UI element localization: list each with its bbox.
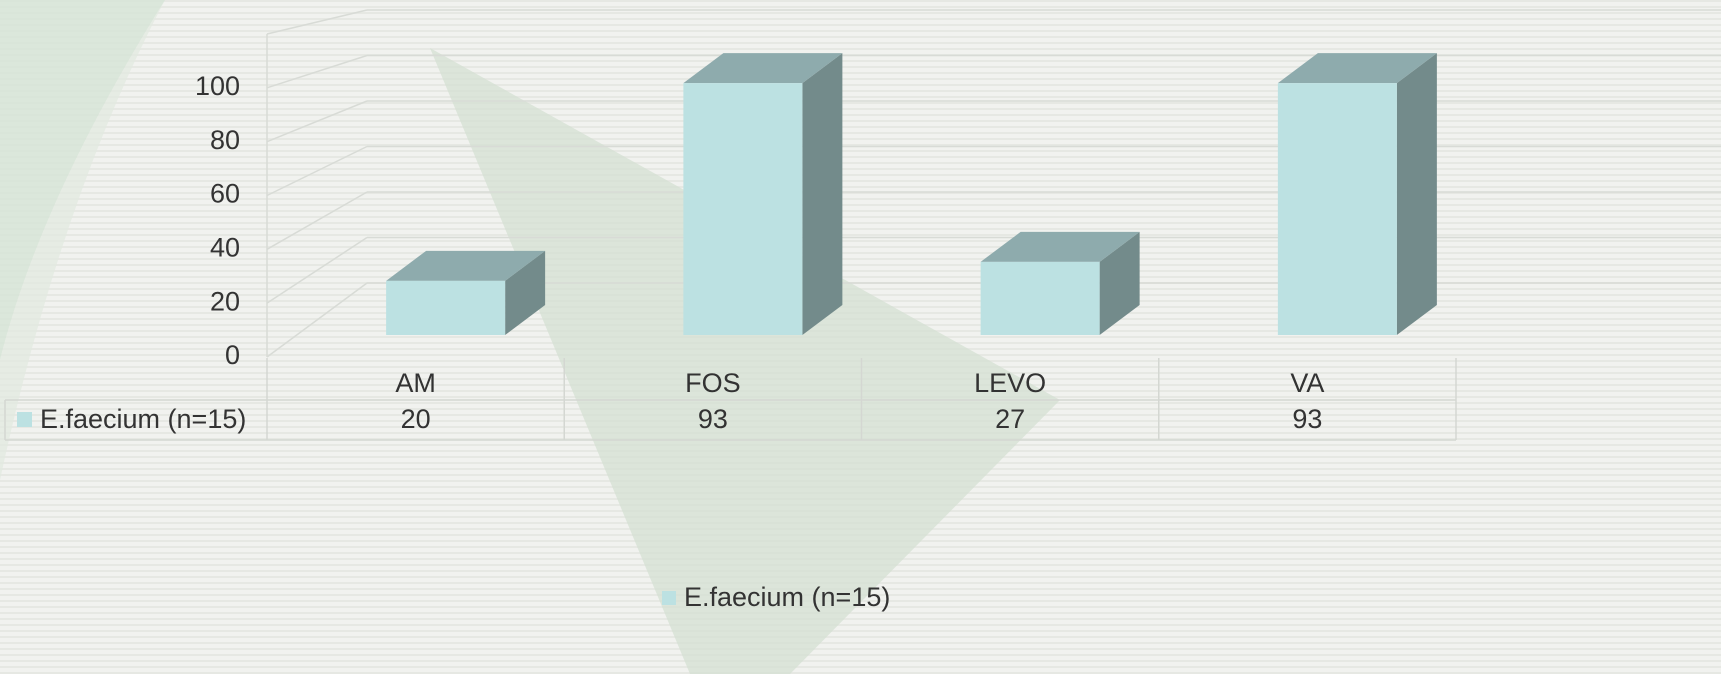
bar-side [1099, 231, 1140, 335]
legend: E.faecium (n=15) [662, 582, 890, 612]
y-tick-label: 60 [210, 179, 240, 209]
y-tick-label: 20 [210, 286, 240, 316]
grid [266, 9, 1721, 358]
bar-top [1277, 53, 1437, 84]
bar [980, 261, 1100, 335]
grid-line-side [266, 191, 368, 250]
y-tick-label: 40 [210, 232, 240, 262]
bar-side [505, 250, 546, 335]
grid-line-side [266, 145, 368, 197]
table-swatch [17, 412, 32, 427]
y-tick-label: 100 [195, 71, 240, 101]
table-value: 27 [995, 404, 1025, 434]
bar-top [386, 250, 546, 281]
grid-line-side [266, 282, 368, 358]
decor-triangle [430, 48, 1060, 674]
bar-side [1396, 53, 1437, 335]
wall-edge [266, 9, 368, 35]
x-tick-label: FOS [685, 368, 741, 398]
grid-line-side [266, 236, 368, 304]
table-value: 93 [698, 404, 728, 434]
table-series-label: E.faecium (n=15) [40, 404, 246, 434]
bar-top [683, 53, 843, 84]
x-tick-label: LEVO [974, 368, 1046, 398]
legend-swatch [662, 591, 676, 605]
x-tick-label: AM [395, 368, 436, 398]
bar-top [980, 231, 1140, 262]
y-tick-label: 80 [210, 125, 240, 155]
grid-line-side [266, 100, 368, 143]
bar-side [802, 53, 843, 335]
bar [386, 280, 506, 335]
table-value: 93 [1292, 404, 1322, 434]
legend-label: E.faecium (n=15) [684, 582, 890, 612]
decor-arc [0, 0, 165, 360]
y-tick-label: 0 [225, 340, 240, 370]
x-tick-label: VA [1290, 368, 1324, 398]
bar [683, 83, 803, 335]
table-value: 20 [401, 404, 431, 434]
bar [1277, 83, 1397, 335]
grid-line-side [266, 54, 368, 89]
